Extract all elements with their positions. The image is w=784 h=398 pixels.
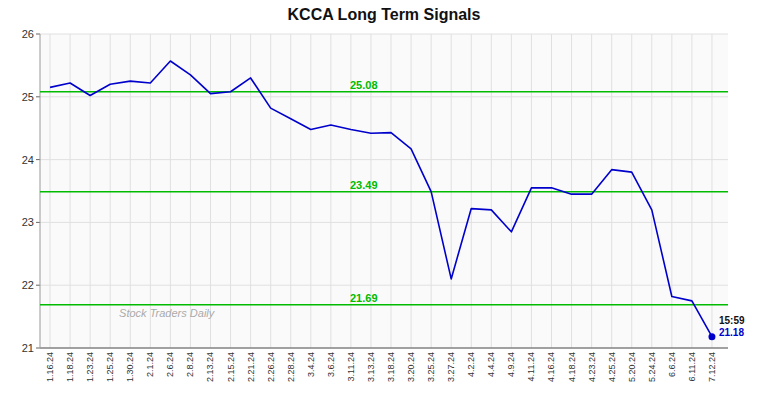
x-tick-label: 2.13.24	[205, 352, 215, 382]
x-axis	[40, 347, 728, 348]
x-tick-label: 1.16.24	[45, 352, 55, 382]
y-tick	[36, 222, 40, 223]
x-tick-label: 3.4.24	[306, 352, 316, 377]
last-point	[708, 333, 715, 340]
x-tick-label: 4.9.24	[506, 352, 516, 377]
signal-label: 21.69	[350, 292, 378, 304]
x-tick-label: 7.12.24	[707, 352, 717, 382]
x-tick-label: 3.13.24	[366, 352, 376, 382]
signal-line	[40, 304, 728, 306]
y-tick-label: 23	[22, 216, 34, 228]
plot-marks	[40, 61, 728, 337]
x-tick-label: 4.23.24	[587, 352, 597, 382]
x-tick-label: 3.18.24	[386, 352, 396, 382]
x-tick-label: 4.2.24	[466, 352, 476, 377]
x-tick-label: 2.15.24	[226, 352, 236, 382]
x-tick-label: 2.28.24	[286, 352, 296, 382]
annotation-price: 21.18	[719, 327, 744, 338]
x-tick-label: 2.26.24	[266, 352, 276, 382]
x-tick-label: 1.18.24	[65, 352, 75, 382]
x-tick-label: 4.4.24	[486, 352, 496, 377]
x-tick-label: 4.16.24	[546, 352, 556, 382]
signal-line	[40, 91, 728, 93]
grid-y	[40, 348, 728, 349]
watermark: Stock Traders Daily	[119, 307, 216, 319]
annotation-time: 15:59	[719, 315, 745, 326]
x-tick-label: 5.24.24	[647, 352, 657, 382]
y-tick	[36, 348, 40, 349]
x-tick-label: 1.30.24	[125, 352, 135, 382]
x-tick-label: 5.20.24	[627, 352, 637, 382]
x-tick-label: 2.1.24	[145, 352, 155, 377]
y-tick	[36, 96, 40, 97]
x-tick-label: 4.18.24	[567, 352, 577, 382]
y-tick	[36, 34, 40, 35]
x-tick-label: 3.6.24	[326, 352, 336, 377]
x-tick-label: 3.25.24	[426, 352, 436, 382]
x-tick-label: 3.27.24	[446, 352, 456, 382]
signal-line	[40, 191, 728, 193]
x-tick-label: 3.11.24	[346, 352, 356, 381]
grid-y	[40, 285, 728, 286]
y-tick	[36, 159, 40, 160]
y-tick-label: 26	[22, 28, 34, 40]
grid-y	[40, 96, 728, 97]
price-line	[50, 61, 712, 337]
y-tick-label: 24	[22, 154, 34, 166]
grid-y	[40, 159, 728, 160]
x-tick-label: 6.6.24	[667, 352, 677, 377]
y-tick-label: 21	[22, 342, 34, 354]
y-tick-label: 22	[22, 279, 34, 291]
y-tick-label: 25	[22, 91, 34, 103]
grid-y	[40, 34, 728, 35]
plot-area	[40, 34, 728, 348]
x-tick-label: 6.11.24	[687, 352, 697, 381]
y-tick	[36, 285, 40, 286]
grid-y	[40, 222, 728, 223]
signal-label: 23.49	[350, 179, 378, 191]
x-tick-label: 2.21.24	[246, 352, 256, 382]
x-tick-label: 4.11.24	[526, 352, 536, 381]
x-tick-label: 2.6.24	[165, 352, 175, 377]
x-tick-label: 1.23.24	[85, 352, 95, 382]
x-tick-label: 1.25.24	[105, 352, 115, 382]
x-tick-label: 4.25.24	[607, 352, 617, 382]
x-tick-label: 3.20.24	[406, 352, 416, 382]
signal-label: 25.08	[350, 79, 378, 91]
x-tick-label: 2.8.24	[185, 352, 195, 377]
title: KCCA Long Term Signals	[288, 6, 481, 23]
